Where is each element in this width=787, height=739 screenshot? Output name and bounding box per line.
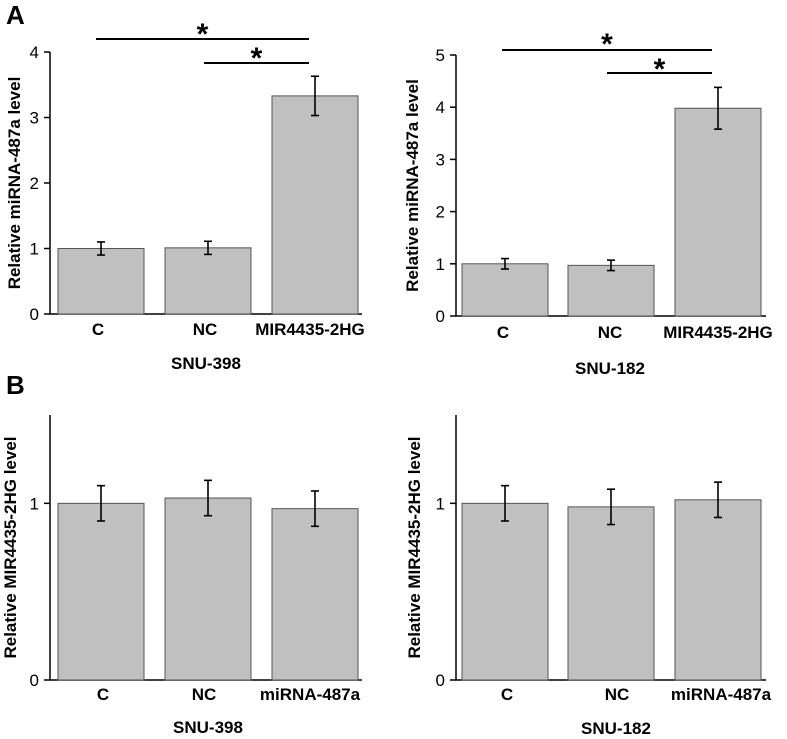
significance-star: * (197, 18, 209, 51)
category-label: C (92, 320, 104, 339)
category-label: NC (605, 685, 630, 704)
y-tick-label: 5 (436, 46, 445, 65)
y-axis-label: Relative MIR4435-2HG level (405, 436, 424, 658)
significance-star: * (251, 42, 263, 75)
bar-nc (164, 247, 252, 315)
category-label: C (501, 685, 513, 704)
y-tick-label: 1 (30, 494, 39, 513)
chart-1: 0 1 2 3 4 C NC MIR4435-2HG SNU-398 Relative miRNA… (5, 18, 365, 373)
bar-mir4435-2hg (271, 95, 359, 315)
y-tick-label: 0 (436, 307, 445, 326)
panel-label-b: B (6, 370, 25, 400)
bar-nc (567, 264, 655, 317)
x-axis-label: SNU-182 (581, 719, 651, 738)
bar-c (461, 502, 549, 681)
y-tick-label: 0 (436, 671, 445, 690)
bar-c (57, 502, 145, 681)
y-tick-label: 2 (30, 174, 39, 193)
bar-nc (567, 506, 655, 681)
x-axis-label: SNU-398 (171, 354, 241, 373)
y-axis-label: Relative miRNA-487a level (5, 77, 24, 290)
category-label: MIR4435-2HG (663, 323, 773, 342)
significance-star: * (601, 28, 613, 61)
category-label: NC (193, 320, 218, 339)
y-tick-label: 1 (436, 494, 445, 513)
chart-4: 0 1 C NC miRNA-487a SNU-182 Relative MIR4435-2… (405, 415, 772, 738)
category-label: C (97, 685, 109, 704)
chart-3: 0 1 C NC miRNA-487a SNU-398 Relative MIR4435-2… (1, 415, 362, 737)
y-tick-label: 0 (30, 671, 39, 690)
y-tick-label: 1 (30, 240, 39, 259)
y-tick-label: 3 (30, 109, 39, 128)
y-axis-label: Relative miRNA-487a level (403, 79, 422, 292)
y-tick-label: 3 (436, 150, 445, 169)
category-label: miRNA-487a (671, 685, 772, 704)
panel-label-a: A (6, 0, 25, 30)
y-tick-label: 4 (30, 43, 39, 62)
y-axis-label: Relative MIR4435-2HG level (1, 436, 20, 658)
category-label: MIR4435-2HG (255, 320, 365, 339)
y-tick-label: 1 (436, 255, 445, 274)
category-label: NC (598, 323, 623, 342)
y-tick-label: 4 (436, 98, 445, 117)
bar-mirna-487a (271, 508, 359, 681)
y-tick-label: 2 (436, 203, 445, 222)
bar-c (57, 248, 145, 315)
category-label: miRNA-487a (260, 685, 361, 704)
bar-nc (164, 497, 252, 681)
bar-mirna-487a (674, 499, 762, 681)
charts-layer: 0 1 2 3 4 C NC MIR4435-2HG SNU-398 Relative miRNA… (1, 18, 773, 738)
x-axis-label: SNU-182 (575, 359, 645, 378)
bar-mir4435-2hg (674, 107, 762, 317)
y-tick-label: 0 (30, 305, 39, 324)
category-label: C (497, 323, 509, 342)
category-label: NC (192, 685, 217, 704)
x-axis-label: SNU-398 (173, 718, 243, 737)
significance-star: * (654, 53, 666, 86)
chart-2: 0 1 2 3 4 5 C NC MIR4435-2HG SNU-182 Relative miRN… (403, 28, 773, 378)
bar-c (461, 263, 549, 317)
